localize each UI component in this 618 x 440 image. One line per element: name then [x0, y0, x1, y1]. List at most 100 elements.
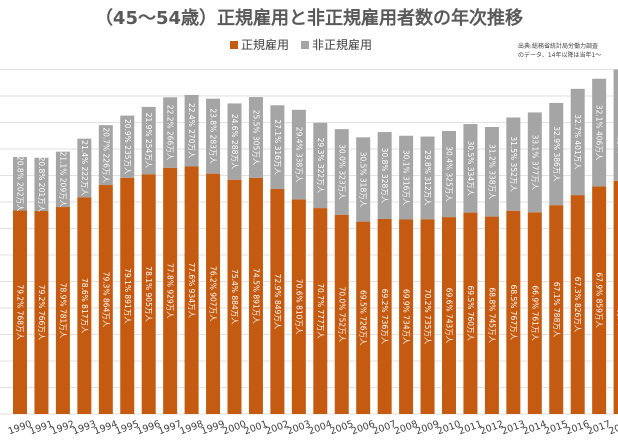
data-label-regular: 69.6% 743万人 — [445, 288, 454, 344]
data-label-regular: 68.8% 745万人 — [487, 288, 496, 344]
data-label-nonregular: 29.3% 322万人 — [316, 138, 325, 194]
data-label-nonregular: 30.0% 323万人 — [337, 144, 346, 200]
bar-regular — [163, 167, 178, 414]
bar-regular — [34, 211, 49, 414]
data-label-regular: 77.6% 934万人 — [187, 262, 196, 318]
data-label-regular: 76.2% 907万人 — [209, 266, 218, 322]
data-label-nonregular: 31.5% 352万人 — [509, 136, 518, 192]
bar-nonregular — [527, 112, 542, 213]
source-note-line2: のデータ、14年以降は当年1～ — [518, 52, 602, 59]
data-label-regular: 68.5% 767万人 — [509, 285, 518, 341]
data-label-nonregular: 21.9% 254万人 — [144, 113, 153, 169]
bar-nonregular — [270, 105, 285, 190]
data-label-regular: 67.1% 788万人 — [552, 282, 561, 338]
data-label-nonregular: 20.9% 235万人 — [123, 119, 132, 175]
data-label-regular: 69.5% 726万人 — [359, 290, 368, 346]
bar-regular — [442, 217, 456, 414]
data-label-nonregular: 30.5% 318万人 — [359, 152, 368, 208]
data-label-nonregular: 30.4% 325万人 — [445, 146, 454, 202]
data-label-regular: 67.7% 880万人 — [616, 270, 618, 326]
data-label-nonregular: 22.4% 270万人 — [187, 103, 196, 159]
bar-regular — [77, 197, 92, 414]
data-label-regular: 70.0% 752万人 — [337, 287, 346, 343]
bar-regular — [55, 207, 70, 414]
legend: 正規雇用 非正規雇用 — [230, 36, 372, 53]
bar-regular — [399, 219, 414, 414]
grid-lines — [0, 69, 618, 415]
bar-regular — [592, 186, 607, 414]
data-label-nonregular: 30.8% 328万人 — [380, 148, 389, 204]
legend-label-nonregular: 非正規雇用 — [312, 38, 373, 52]
data-label-nonregular: 29.4% 338万人 — [294, 127, 303, 183]
legend-item-regular: 正規雇用 — [230, 36, 289, 53]
bar-regular — [570, 195, 585, 414]
data-label-regular: 72.9% 849万人 — [273, 274, 282, 330]
data-label-regular: 69.2% 736万人 — [380, 289, 389, 345]
data-label-nonregular: 30.1% 316万人 — [402, 150, 411, 206]
data-label-regular: 78.1% 905万人 — [144, 266, 153, 322]
chart-title: （45～54歳）正規雇用と非正規雇用者数の年次推移 — [94, 8, 524, 29]
data-label-regular: 74.5% 891万人 — [251, 268, 260, 324]
bar-nonregular — [98, 125, 113, 186]
data-label-nonregular: 29.8% 312万人 — [423, 150, 432, 206]
data-label-nonregular: 24.6% 288万人 — [230, 114, 239, 170]
bar-regular — [120, 177, 135, 414]
data-label-nonregular: 32.3% 420万人 — [616, 97, 618, 153]
data-labels: 79.2% 768万人 20.8% 202万人 79.2% 766万人 20.8% 2… — [16, 97, 618, 346]
bar-nonregular — [399, 135, 414, 220]
bar-nonregular — [206, 98, 221, 174]
bar-regular — [356, 221, 371, 414]
bar-nonregular — [377, 132, 392, 219]
data-label-nonregular: 20.8% 202万人 — [16, 156, 25, 212]
source-note-line1: 出典:総務省統計局労働力調査 — [518, 43, 599, 50]
bar-regular — [549, 205, 564, 414]
data-label-nonregular: 32.1% 406万人 — [595, 105, 604, 161]
bar-nonregular — [34, 157, 49, 212]
legend-label-regular: 正規雇用 — [241, 38, 290, 52]
bar-nonregular — [442, 130, 456, 218]
bar-regular — [248, 177, 263, 414]
bar-nonregular — [291, 109, 306, 200]
legend-item-nonregular: 非正規雇用 — [301, 36, 372, 53]
bar-regular — [613, 180, 618, 414]
bar-regular — [184, 166, 199, 414]
bar-nonregular — [184, 94, 199, 167]
data-label-nonregular: 32.9% 386万人 — [552, 126, 561, 182]
data-label-regular: 69.5% 760万人 — [466, 286, 475, 342]
data-label-regular: 67.9% 859万人 — [595, 272, 604, 328]
bar-nonregular — [420, 136, 435, 220]
bar-regular — [334, 214, 349, 414]
bar-nonregular — [141, 106, 156, 175]
bar-nonregular — [77, 138, 92, 198]
bar-regular — [227, 179, 242, 414]
bar-regular — [206, 173, 221, 414]
bar-nonregular — [163, 97, 178, 168]
bar-nonregular — [613, 69, 618, 181]
data-label-regular: 79.3% 864万人 — [101, 272, 110, 328]
data-label-regular: 70.6% 810万人 — [294, 279, 303, 335]
bar-regular — [270, 189, 285, 414]
data-label-nonregular: 23.8% 283万人 — [209, 108, 218, 164]
data-label-regular: 77.8% 929万人 — [166, 263, 175, 319]
bar-regular — [527, 212, 542, 414]
legend-swatch-regular — [230, 40, 238, 49]
x-tick-label: 2018 — [607, 419, 618, 438]
data-label-regular: 75.4% 884万人 — [230, 269, 239, 325]
data-label-regular: 79.1% 891万人 — [123, 268, 132, 324]
data-label-regular: 79.2% 766万人 — [37, 285, 46, 341]
bar-nonregular — [549, 102, 564, 206]
data-label-nonregular: 22.2% 266万人 — [166, 105, 175, 161]
bar-nonregular — [463, 124, 478, 213]
data-label-regular: 78.6% 817万人 — [80, 278, 89, 334]
bar-nonregular — [592, 78, 607, 187]
bar-regular — [420, 219, 435, 414]
bar-nonregular — [313, 122, 328, 209]
bar-nonregular — [227, 103, 242, 180]
data-label-nonregular: 33.1% 377万人 — [530, 135, 539, 191]
legend-swatch-nonregular — [301, 40, 310, 49]
bar-nonregular — [570, 88, 585, 196]
bars — [13, 69, 618, 414]
data-label-nonregular: 20.8% 201万人 — [37, 157, 46, 213]
data-label-regular: 70.7% 777万人 — [316, 283, 325, 339]
